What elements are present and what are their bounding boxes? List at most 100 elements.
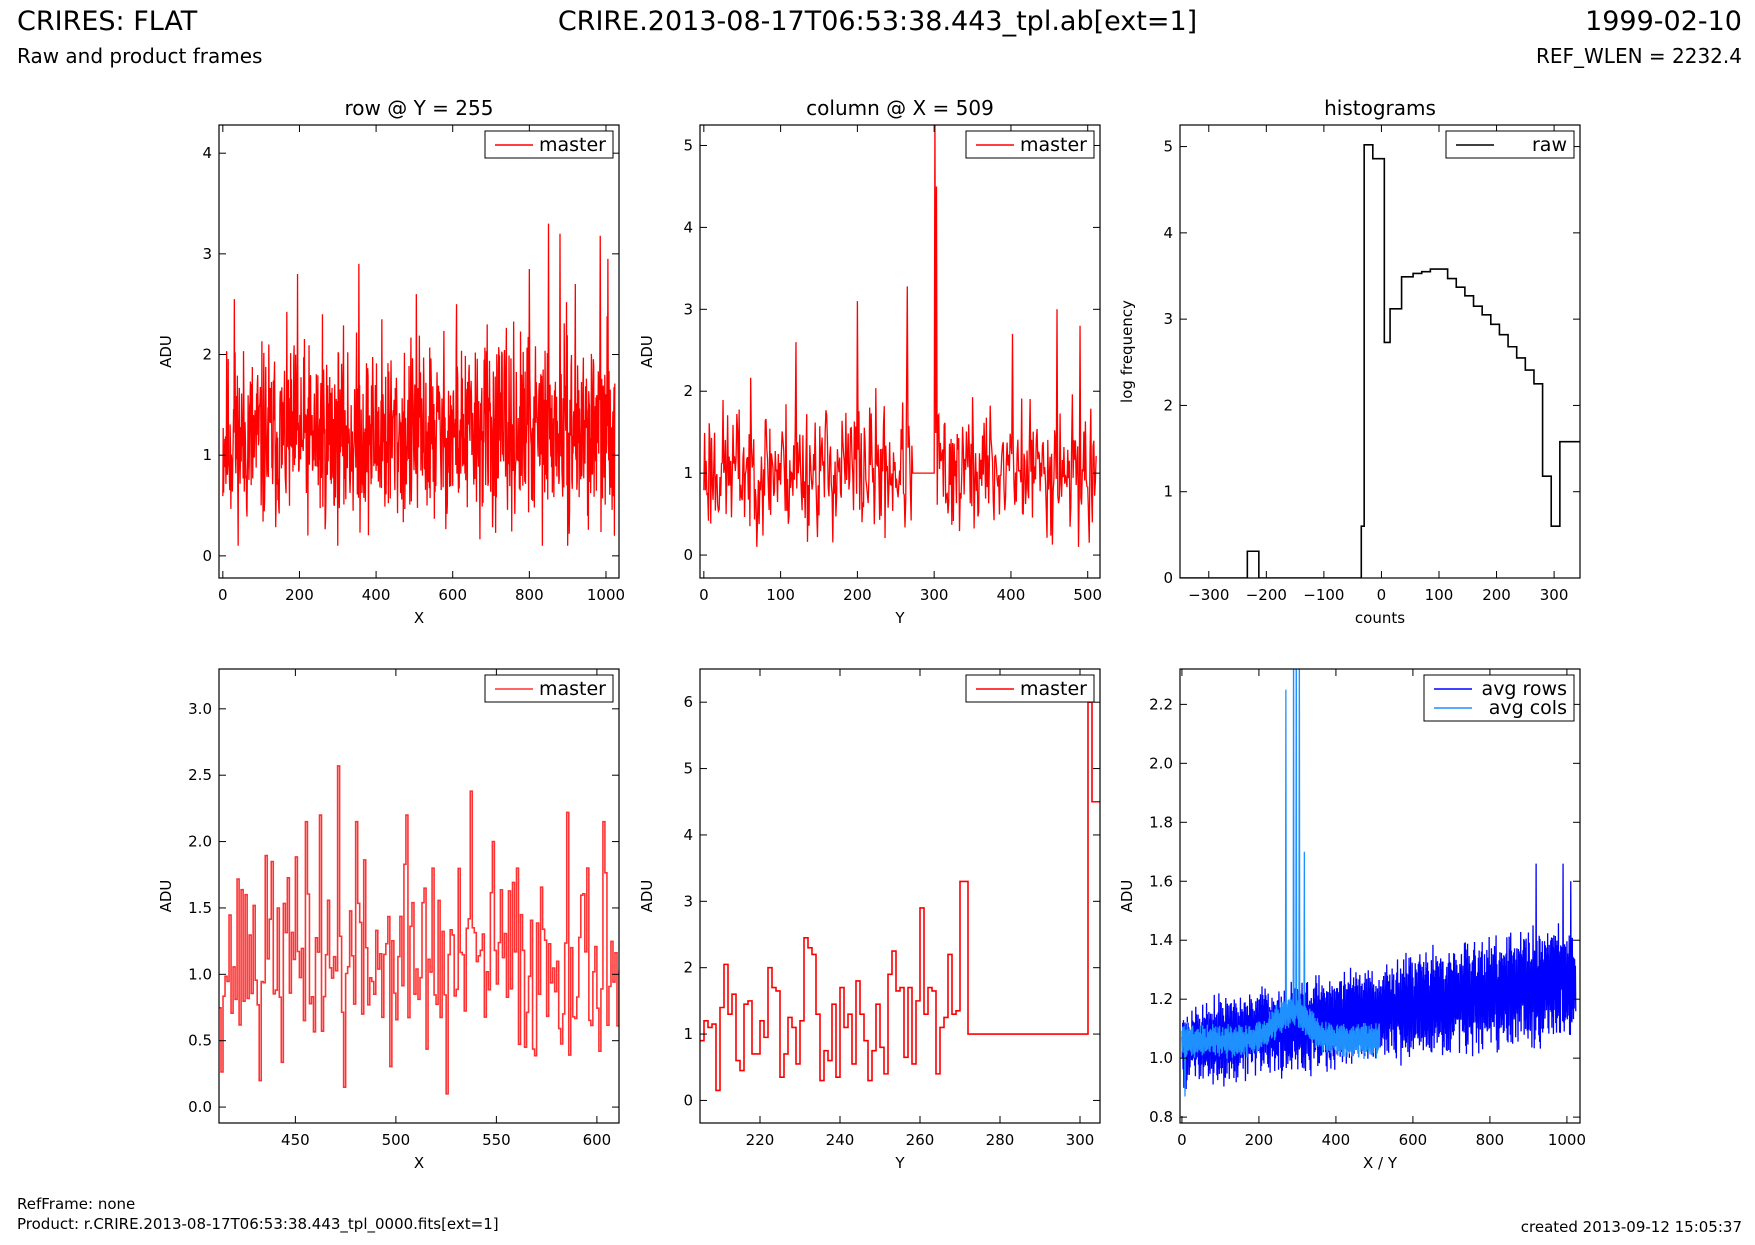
plot-frame <box>699 124 1101 579</box>
y-tick-label: 4 <box>202 144 212 162</box>
chart-row_zoom: 450 500 550 600 0.0 0.5 1.0 1.5 2.0 2.5 3.0 X ADU mas… <box>157 668 620 1172</box>
x-tick-label: 300 <box>920 586 949 604</box>
y-tick-label: 0.5 <box>188 1032 212 1050</box>
y-tick-label: 0 <box>202 547 212 565</box>
y-tick-label: 6 <box>683 693 693 711</box>
y-tick-label: 0 <box>1163 569 1173 587</box>
y-tick-label: 0.8 <box>1149 1108 1173 1126</box>
y-tick-label: 3 <box>683 892 693 910</box>
chart-column: 0 100 200 300 400 500 0 1 2 3 4 5 Y ADU column @ X = 5… <box>638 96 1102 627</box>
x-tick-label: 400 <box>997 586 1026 604</box>
legend-label: master <box>539 678 606 700</box>
x-axis-label: X / Y <box>1363 1154 1398 1172</box>
y-axis-label: ADU <box>1118 880 1136 913</box>
x-tick-label: 0 <box>1177 1131 1187 1149</box>
y-tick-label: 4 <box>683 218 693 236</box>
x-tick-label: 500 <box>382 1131 411 1149</box>
y-tick-label: 1 <box>202 446 212 464</box>
legend: master <box>484 674 614 703</box>
x-tick-label: −100 <box>1303 586 1344 604</box>
x-tick-label: −200 <box>1246 586 1287 604</box>
refframe-label: RefFrame: none <box>17 1195 136 1213</box>
page-subtitle: Raw and product frames <box>17 44 263 68</box>
legend-label: master <box>1020 678 1087 700</box>
plot-frame <box>1179 124 1581 579</box>
y-tick-label: 2.0 <box>188 833 212 851</box>
y-tick-label: 5 <box>1163 138 1173 156</box>
x-tick-label: 1000 <box>1548 1131 1586 1149</box>
plot-frame <box>218 124 620 579</box>
x-tick-label: 200 <box>1245 1131 1274 1149</box>
legend: master <box>484 130 614 159</box>
legend-label: avg cols <box>1489 697 1567 719</box>
y-axis-label: ADU <box>157 880 175 913</box>
x-tick-label: 550 <box>482 1131 511 1149</box>
legend-box <box>1423 674 1575 722</box>
legend-label: raw <box>1532 134 1567 156</box>
series-master <box>222 223 616 546</box>
x-tick-label: 240 <box>826 1131 855 1149</box>
y-tick-label: 1 <box>1163 483 1173 501</box>
x-tick-label: 0 <box>1377 586 1387 604</box>
y-tick-label: 4 <box>1163 224 1173 242</box>
y-tick-label: 3.0 <box>188 700 212 718</box>
chart-title: histograms <box>1324 96 1436 120</box>
y-tick-label: 1.2 <box>1149 990 1173 1008</box>
x-tick-label: 200 <box>285 586 314 604</box>
y-tick-label: 2 <box>683 382 693 400</box>
chart-column_zoom: 220 240 260 280 300 0 1 2 3 4 5 6 Y ADU master <box>638 668 1101 1172</box>
y-tick-label: 4 <box>683 826 693 844</box>
observation-date: 1999-02-10 <box>1585 6 1742 37</box>
chart-histograms: −300 −200 −100 0 100 200 300 0 1 2 3 4 5 counts log fr… <box>1118 96 1581 627</box>
y-tick-label: 2 <box>683 959 693 977</box>
y-tick-label: 1 <box>683 464 693 482</box>
y-axis-label: ADU <box>638 880 656 913</box>
x-tick-label: 0 <box>218 586 228 604</box>
x-tick-label: 100 <box>1425 586 1454 604</box>
x-tick-label: 300 <box>1066 1131 1095 1149</box>
legend-label: master <box>1020 134 1087 156</box>
y-tick-label: 3 <box>202 245 212 263</box>
series-master <box>703 125 1097 547</box>
y-tick-label: 2.5 <box>188 766 212 784</box>
page-title: CRIRES: FLAT <box>17 6 198 37</box>
x-tick-label: 280 <box>986 1131 1015 1149</box>
y-tick-label: 1.8 <box>1149 813 1173 831</box>
y-tick-label: 3 <box>683 300 693 318</box>
series-avg-cols <box>1181 669 1380 1097</box>
x-axis-label: Y <box>894 1154 905 1172</box>
y-tick-label: 1.5 <box>188 899 212 917</box>
legend: master <box>965 130 1095 159</box>
x-tick-label: 600 <box>438 586 467 604</box>
y-tick-label: 1.0 <box>188 965 212 983</box>
x-tick-label: 260 <box>906 1131 935 1149</box>
plot-frame <box>1179 668 1581 1124</box>
series-raw <box>1180 144 1580 578</box>
legend: raw <box>1445 130 1575 159</box>
y-tick-label: 0.0 <box>188 1098 212 1116</box>
x-tick-label: 200 <box>1482 586 1511 604</box>
frame-name: CRIRE.2013-08-17T06:53:38.443_tpl.ab[ext… <box>557 6 1198 37</box>
y-tick-label: 1.6 <box>1149 872 1173 890</box>
chart-row: 0 200 400 600 800 1000 0 1 2 3 4 X ADU row @ Y = 255 m… <box>157 96 625 627</box>
x-tick-label: 1000 <box>587 586 625 604</box>
x-tick-label: 100 <box>766 586 795 604</box>
y-tick-label: 1 <box>683 1025 693 1043</box>
y-tick-label: 5 <box>683 136 693 154</box>
y-tick-label: 5 <box>683 760 693 778</box>
y-tick-label: 1.4 <box>1149 931 1173 949</box>
series-master <box>700 701 1100 1092</box>
x-axis-label: X <box>414 1154 424 1172</box>
y-tick-label: 0 <box>683 546 693 564</box>
x-axis-label: X <box>414 609 424 627</box>
y-axis-label: ADU <box>638 335 656 368</box>
y-tick-label: 2 <box>1163 396 1173 414</box>
chart-averages: 0 200 400 600 800 1000 0.8 1.0 1.2 1.4 1.6 1.8 2.0 2.… <box>1118 668 1586 1172</box>
x-tick-label: −300 <box>1188 586 1229 604</box>
series-master <box>219 765 619 1095</box>
legend-label: avg rows <box>1482 678 1567 700</box>
chart-title: row @ Y = 255 <box>345 96 494 120</box>
y-tick-label: 2.0 <box>1149 754 1173 772</box>
